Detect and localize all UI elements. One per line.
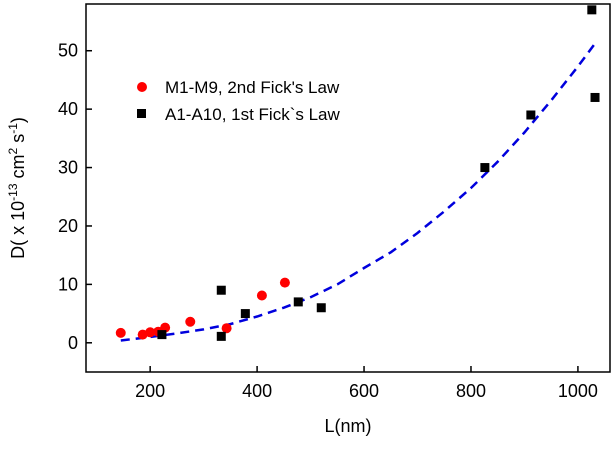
y-axis-title-end: ) <box>8 117 28 123</box>
y-axis-title-mid2: s <box>8 134 28 148</box>
point-series-2-7 <box>480 163 490 173</box>
point-series-1-5 <box>160 322 171 333</box>
y-axis-title-base: D( x 10 <box>8 201 28 259</box>
y-axis-title-mid: cm <box>8 155 28 184</box>
point-series-2-10 <box>590 92 600 102</box>
legend-marker-circle <box>137 82 147 92</box>
point-series-2-2 <box>216 285 226 295</box>
point-series-2-9 <box>587 5 597 15</box>
x-tick-label: 1000 <box>558 381 598 401</box>
legend-label-series-1: M1-M9, 2nd Fick's Law <box>165 78 340 97</box>
legend-marker-square <box>137 109 146 118</box>
point-series-2-6 <box>316 303 326 313</box>
point-series-1-9 <box>279 277 290 288</box>
x-tick-label: 200 <box>135 381 165 401</box>
x-axis-ticks: 200 400 600 800 1000 <box>135 366 598 401</box>
point-series-1-1 <box>115 327 126 338</box>
point-series-2-1 <box>157 330 167 340</box>
data-points <box>115 5 600 341</box>
legend-label-series-2: A1-A10, 1st Fick`s Law <box>165 105 341 124</box>
point-series-1-6 <box>185 316 196 327</box>
point-series-2-5 <box>293 297 303 307</box>
y-tick-label: 30 <box>58 158 78 178</box>
y-tick-label: 0 <box>68 333 78 353</box>
fit-curve <box>120 44 596 342</box>
x-axis-title: L(nm) <box>324 416 371 436</box>
legend: M1-M9, 2nd Fick's Law A1-A10, 1st Fick`s… <box>137 78 341 124</box>
y-tick-label: 40 <box>58 99 78 119</box>
y-axis-title: D( x 10-13 cm2 s-1) <box>6 117 28 259</box>
point-series-1-7 <box>221 323 232 334</box>
y-tick-label: 20 <box>58 216 78 236</box>
point-series-2-8 <box>526 110 536 120</box>
point-series-1-8 <box>256 290 267 301</box>
y-tick-label: 50 <box>58 41 78 61</box>
y-tick-label: 10 <box>58 274 78 294</box>
point-series-2-3 <box>216 331 226 341</box>
point-series-1-3 <box>145 327 156 338</box>
x-tick-label: 800 <box>456 381 486 401</box>
x-tick-label: 400 <box>242 381 272 401</box>
point-series-2-4 <box>240 309 250 319</box>
y-axis-title-exp2: 2 <box>6 148 20 155</box>
y-axis-ticks: 0 10 20 30 40 50 <box>58 41 92 353</box>
y-axis-title-exp1: -13 <box>6 183 20 201</box>
plot-frame <box>85 3 611 373</box>
x-tick-label: 600 <box>349 381 379 401</box>
y-axis-title-exp3: -1 <box>6 123 20 134</box>
